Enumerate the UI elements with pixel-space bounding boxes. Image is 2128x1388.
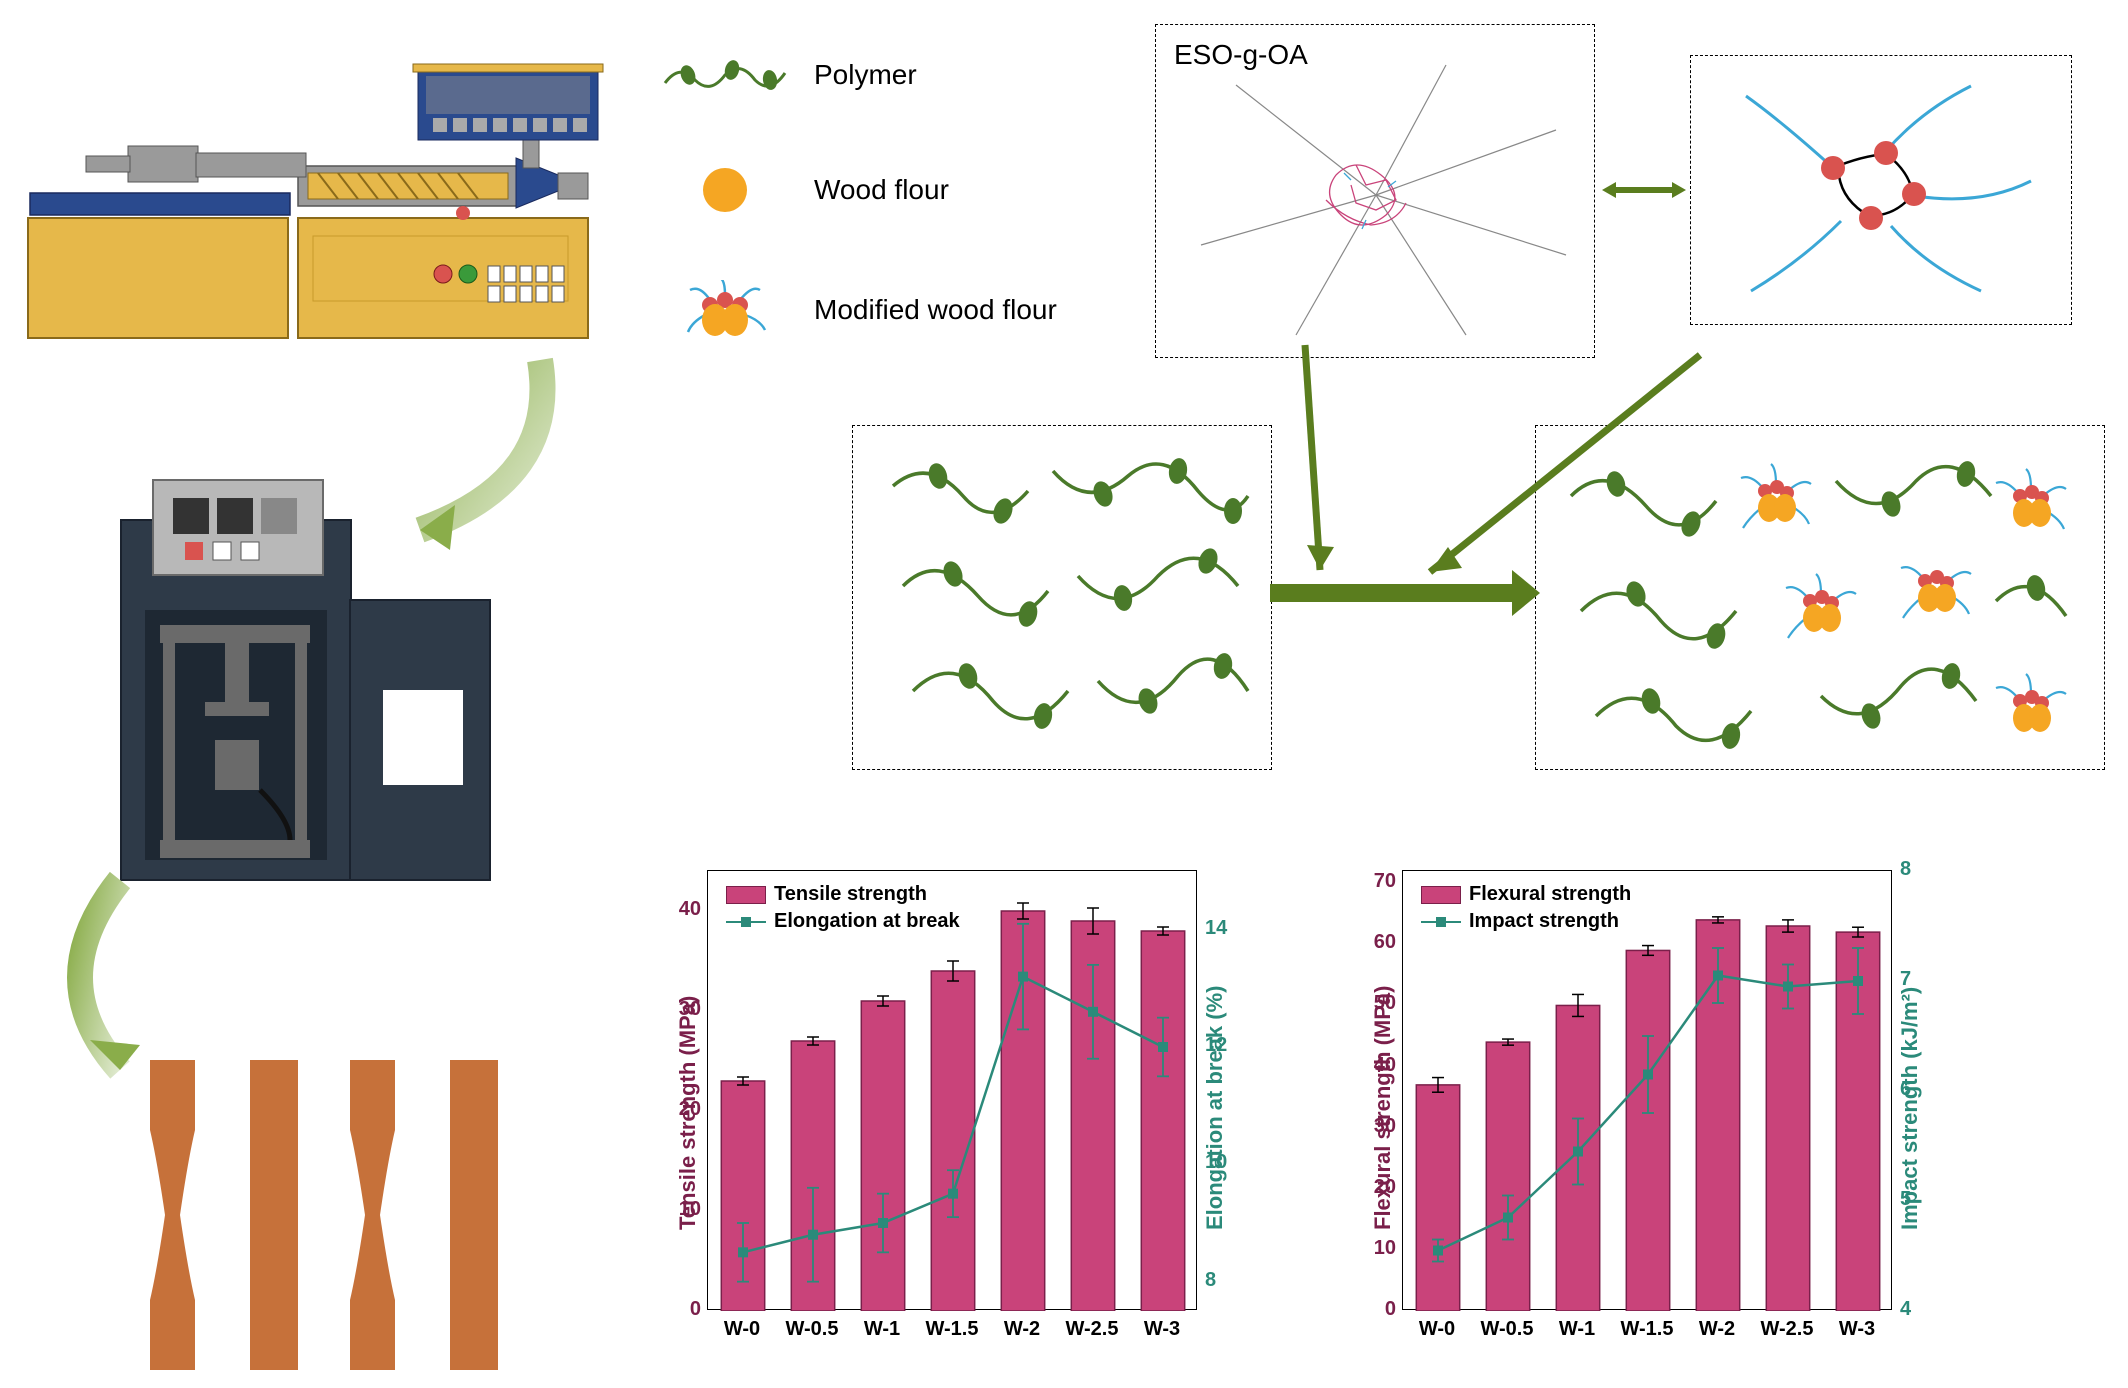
chart-y1-tick: 40 [665,898,701,921]
chart2-container: Flexural strength Impact strength Flexur… [1340,860,1930,1350]
chart-x-tick: W-3 [1839,1318,1875,1341]
hot-press-machine [115,470,495,890]
chart-y1-tick: 0 [665,1298,701,1321]
molecule-double-arrow [1600,175,1688,205]
simplified-molecule-box [1690,55,2072,325]
legend-wood-flour: Wood flour [660,165,949,215]
chart-y1-tick: 40 [1360,1054,1396,1077]
chart-y1-tick: 30 [1360,1115,1396,1138]
chart-x-tick: W-3 [1144,1318,1180,1341]
chart-x-tick: W-2 [1004,1318,1040,1341]
chart-y2-tick: 10 [1205,1151,1241,1174]
chart1-plot: Tensile strength Elongation at break [707,870,1197,1310]
chart-x-tick: W-2 [1699,1318,1735,1341]
chart1-container: Tensile strength Elongation at break Ten… [645,860,1235,1350]
chart-x-tick: W-1 [864,1318,900,1341]
chart-x-tick: W-0.5 [1481,1318,1534,1341]
chart-y1-tick: 10 [665,1198,701,1221]
chart-y1-tick: 20 [665,1098,701,1121]
chart-y2-tick: 14 [1205,917,1241,940]
chart-y2-tick: 5 [1900,1188,1936,1211]
chart-y2-tick: 12 [1205,1034,1241,1057]
schematic-arrows [850,300,2110,780]
chart-x-tick: W-0 [724,1318,760,1341]
chart-y1-tick: 20 [1360,1176,1396,1199]
chart-y1-tick: 70 [1360,870,1396,893]
chart-y1-tick: 60 [1360,931,1396,954]
extruder-machine [18,18,608,358]
legend-polymer: Polymer [660,55,917,95]
chart-x-tick: W-0.5 [786,1318,839,1341]
chart-y1-tick: 0 [1360,1298,1396,1321]
chart-x-tick: W-1.5 [926,1318,979,1341]
chart-x-tick: W-1.5 [1621,1318,1674,1341]
chart1-y2-label: Elongation at break (%) [1202,980,1228,1230]
chart-y2-tick: 6 [1900,1078,1936,1101]
test-specimens [140,1060,520,1370]
chart-y2-tick: 4 [1900,1298,1936,1321]
chart-y1-tick: 30 [665,998,701,1021]
chart-y2-tick: 8 [1900,858,1936,881]
legend-polymer-label: Polymer [814,59,917,91]
chart-x-tick: W-0 [1419,1318,1455,1341]
chart-y1-tick: 50 [1360,992,1396,1015]
chart2-plot: Flexural strength Impact strength [1402,870,1892,1310]
chart-x-tick: W-1 [1559,1318,1595,1341]
chart-x-tick: W-2.5 [1761,1318,1814,1341]
legend-wood-flour-label: Wood flour [814,174,949,206]
molecule-label: ESO-g-OA [1174,39,1308,71]
chart-y2-tick: 8 [1205,1269,1241,1292]
chart-y2-tick: 7 [1900,968,1936,991]
chart-y1-tick: 10 [1360,1237,1396,1260]
chart-x-tick: W-2.5 [1066,1318,1119,1341]
